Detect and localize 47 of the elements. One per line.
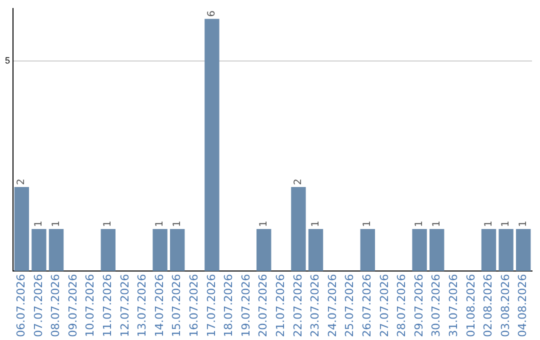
x-tick-label: 31.07.2026 — [447, 274, 460, 338]
x-tick-label: 03.08.2026 — [498, 274, 512, 338]
x-tick-label: 16.07.2026 — [188, 274, 201, 338]
x-tick-label: 09.07.2026 — [66, 274, 80, 338]
x-tick-label: 17.07.2026 — [204, 274, 218, 338]
data-label: 1 — [414, 220, 426, 227]
x-tick-label: 10.07.2026 — [84, 274, 97, 338]
y-tick-label: 5 — [4, 55, 10, 66]
x-tick-label: 11.07.2026 — [101, 274, 114, 338]
x-tick-label: 26.07.2026 — [360, 274, 374, 338]
x-tick-label: 21.07.2026 — [274, 274, 288, 338]
data-label: 2 — [16, 178, 28, 185]
data-label: 1 — [34, 220, 45, 227]
x-tick-label: 15.07.2026 — [170, 274, 184, 338]
x-tick-label: 22.07.2026 — [291, 274, 304, 338]
x-tick-label: 12.07.2026 — [118, 274, 132, 338]
x-tick-label: 02.08.2026 — [482, 274, 495, 338]
x-tick-label: 06.07.2026 — [14, 274, 28, 338]
data-label: 1 — [500, 220, 512, 227]
x-tick-label: 27.07.2026 — [378, 274, 391, 338]
x-tick-label: 30.07.2026 — [430, 274, 443, 338]
data-label: 6 — [206, 10, 218, 17]
data-label: 1 — [172, 220, 183, 227]
data-label: 1 — [431, 220, 442, 227]
x-tick-label: 28.07.2026 — [395, 274, 408, 338]
x-tick-label: 14.07.2026 — [152, 274, 166, 338]
x-tick-label: 07.07.2026 — [32, 274, 45, 338]
x-tick-label: 01.08.2026 — [464, 274, 478, 338]
x-tick-label: 24.07.2026 — [326, 274, 339, 338]
data-label: 2 — [293, 178, 304, 185]
data-label: 1 — [50, 220, 62, 227]
x-tick-label: 20.07.2026 — [256, 274, 270, 338]
x-tick-label: 23.07.2026 — [308, 274, 322, 338]
x-tick-label: 25.07.2026 — [343, 274, 356, 338]
data-label: 1 — [102, 220, 114, 227]
x-tick-label: 08.07.2026 — [49, 274, 62, 338]
data-label: 1 — [258, 220, 270, 227]
data-label: 1 — [518, 220, 529, 227]
x-tick-label: 19.07.2026 — [239, 274, 252, 338]
x-tick-label: 18.07.2026 — [222, 274, 236, 338]
data-label: 1 — [362, 220, 374, 227]
x-tick-label: 13.07.2026 — [136, 274, 149, 338]
data-label: 1 — [310, 220, 322, 227]
x-tick-label: 29.07.2026 — [412, 274, 426, 338]
data-label: 1 — [154, 220, 166, 227]
data-label: 1 — [483, 220, 494, 227]
x-tick-label: 04.08.2026 — [516, 274, 530, 338]
